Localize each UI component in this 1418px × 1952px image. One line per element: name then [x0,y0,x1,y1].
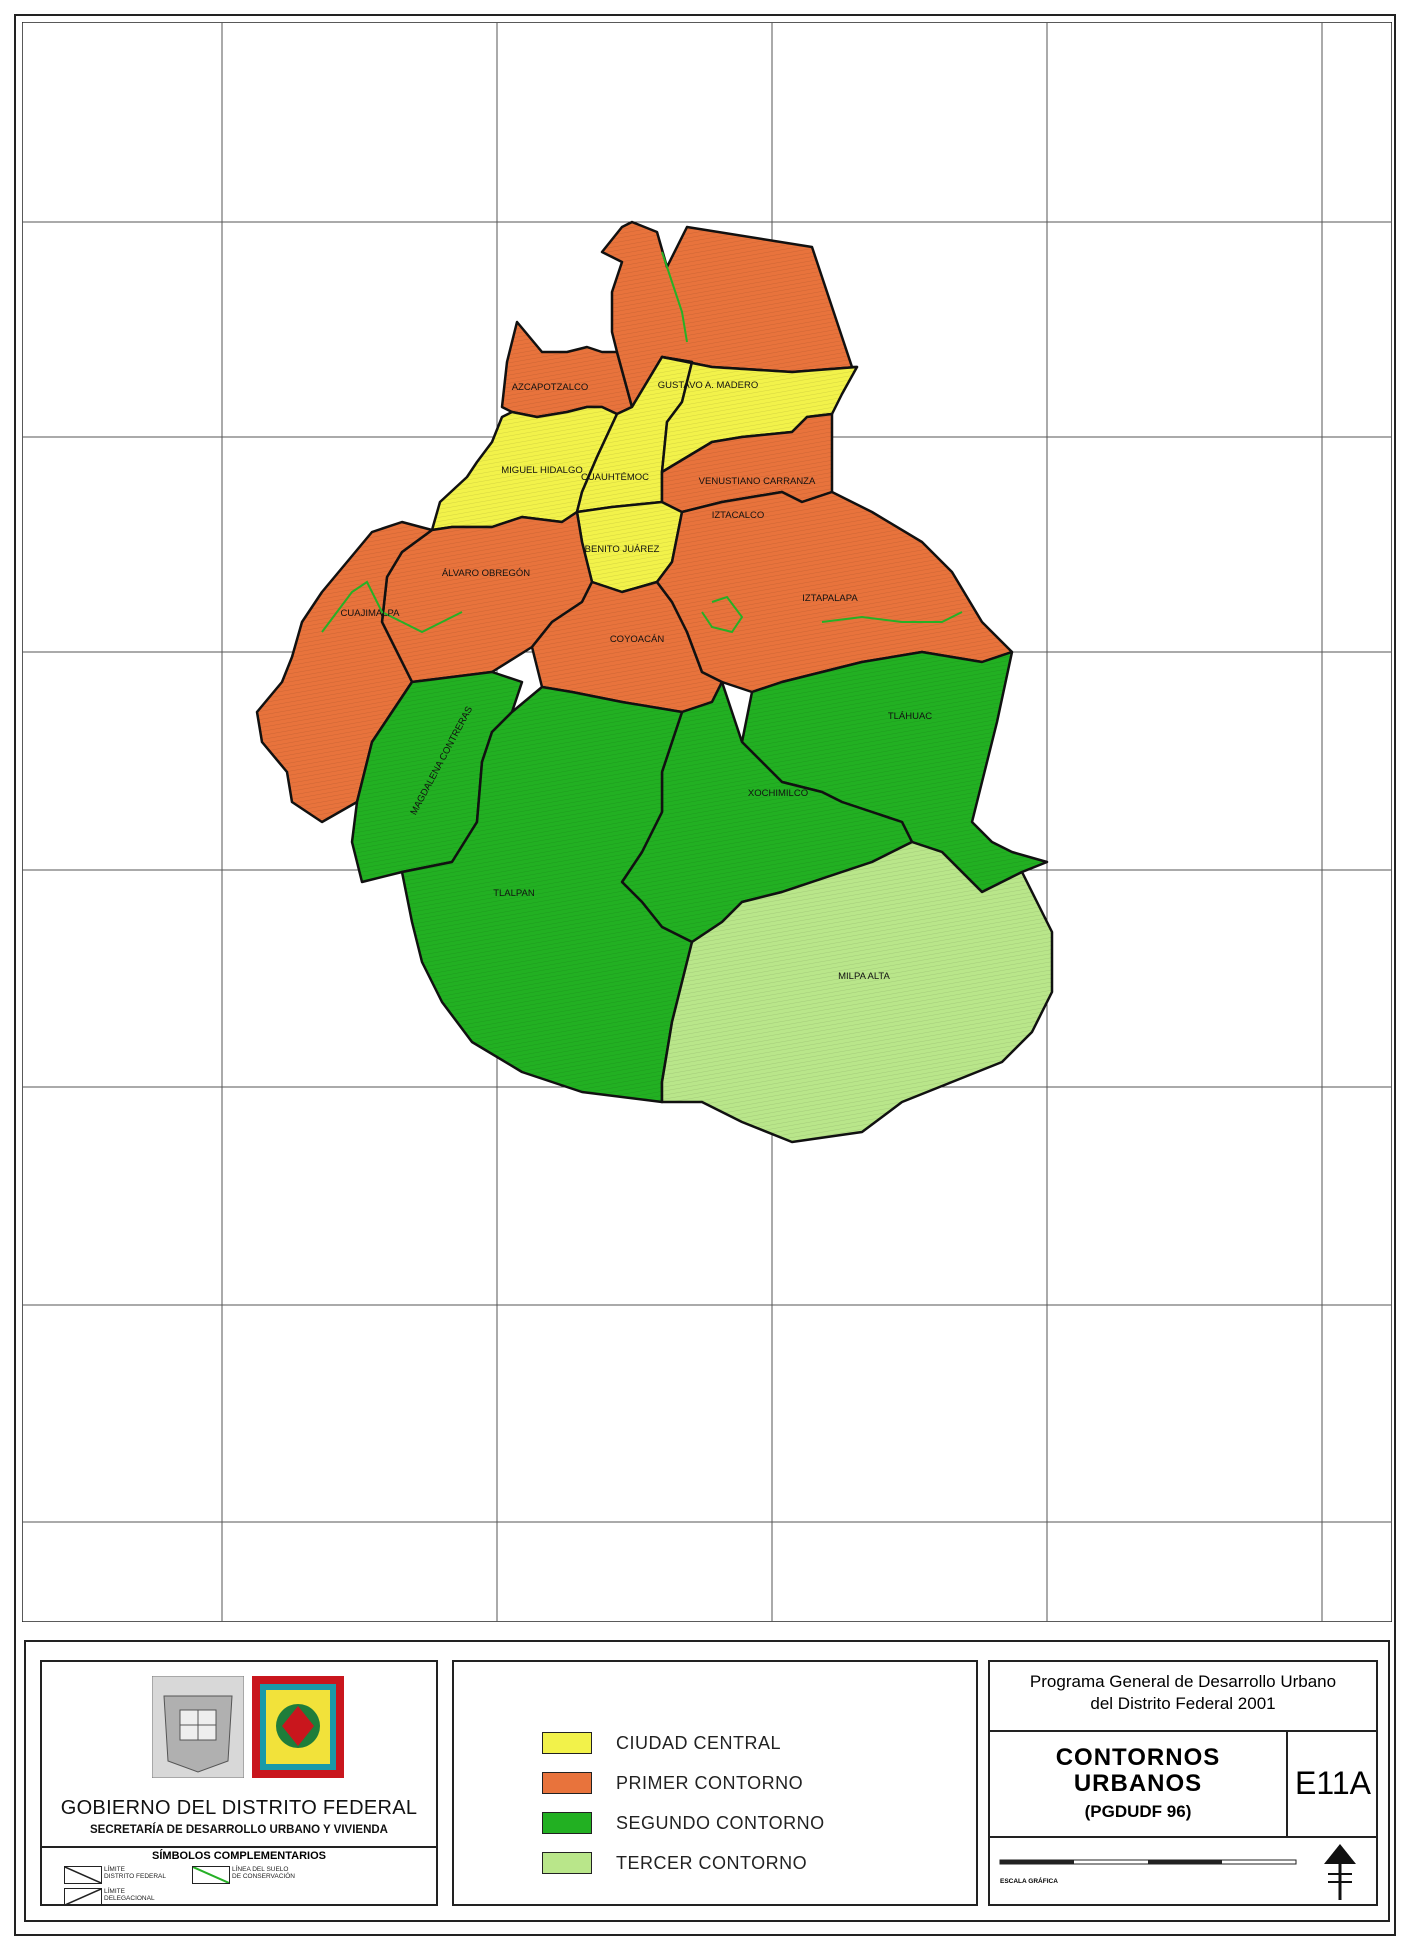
legend-item-segundo: SEGUNDO CONTORNO [542,1810,825,1836]
scale-bar [999,1859,1297,1865]
sym-df-icon [64,1866,102,1884]
label-iztacalco: IZTACALCO [712,510,765,521]
label-venustiano: VENUSTIANO CARRANZA [699,476,816,487]
symbols-box: SÍMBOLOS COMPLEMENTARIOS LÍMITE DISTRITO… [42,1846,436,1908]
hatch-tlahuac [742,652,1047,892]
map-title-box: CONTORNOS URBANOS (PGDUDF 96) [990,1730,1288,1836]
hatch-venustiano [662,357,857,472]
map-frame [14,14,1396,1936]
hatch-coyoacan [532,582,722,712]
hatch-benito [577,502,682,592]
program-header: Programa General de Desarrollo Urbano de… [990,1662,1376,1732]
map-title-line3: (PGDUDF 96) [1084,1802,1192,1821]
legend-label-central: CIUDAD CENTRAL [616,1732,782,1753]
label-cuajimalpa: CUAJIMALPA [341,608,401,619]
hatch-cuajimalpa [257,522,432,822]
program-title-line1: Programa General de Desarrollo Urbano [1029,1672,1337,1691]
conservation-line [321,251,963,634]
label-alvaro: ÁLVARO OBREGÓN [442,568,530,579]
legend-label-segundo: SEGUNDO CONTORNO [616,1812,825,1833]
sym-conservacion-icon [192,1866,230,1884]
label-tlahuac: TLÁHUAC [888,711,932,722]
hatch-milpa-alta [662,842,1052,1142]
label-milpa-alta: MILPA ALTA [838,971,890,982]
hatch-xochimilco [622,682,912,942]
eagle-emblem-logo [252,1676,344,1778]
legend-item-primer: PRIMER CONTORNO [542,1770,803,1796]
label-xochimilco: XOCHIMILCO [748,788,808,799]
scale-box: ESCALA GRÁFICA [990,1836,1376,1908]
legend-label-primer: PRIMER CONTORNO [616,1772,804,1793]
hatch-magdalena [352,672,522,882]
sym-delegacional-icon [64,1888,102,1906]
label-coyoacan: COYOACÁN [610,634,665,645]
map-title-line1: CONTORNOS [1055,1744,1221,1771]
hatch-cuauhtemoc [577,357,692,512]
legend-swatch-central [542,1732,592,1754]
symbols-title: SÍMBOLOS COMPLEMENTARIOS [152,1850,326,1862]
hatch-iztacalco [662,414,832,512]
program-panel: Programa General de Desarrollo Urbano de… [988,1660,1378,1906]
legend-label-tercer: TERCER CONTORNO [616,1852,808,1873]
label-cuauhtemoc: CUAUHTÉMOC [581,472,649,483]
label-iztapalapa: IZTAPALAPA [802,593,858,604]
legend-swatch-segundo [542,1812,592,1834]
map-hatching [257,222,1052,1142]
gov-panel: GOBIERNO DEL DISTRITO FEDERAL SECRETARÍA… [40,1660,438,1906]
label-miguel-hidalgo: MIGUEL HIDALGO [501,465,582,476]
hatch-iztapalapa [657,492,1012,692]
label-gam: GUSTAVO A. MADERO [658,380,758,391]
label-benito: BENITO JUÁREZ [585,544,660,555]
gov-title: GOBIERNO DEL DISTRITO FEDERAL [60,1797,418,1819]
label-tlalpan: TLALPAN [493,888,535,899]
legend-swatch-tercer [542,1852,592,1874]
legend-item-central: CIUDAD CENTRAL [542,1730,781,1756]
hatch-tlalpan [402,687,692,1102]
gov-subtitle: SECRETARÍA DE DESARROLLO URBANO Y VIVIEN… [90,1824,388,1836]
sym-conservacion-label: LÍNEA DEL SUELO DE CONSERVACIÓN [232,1866,295,1880]
title-block: GOBIERNO DEL DISTRITO FEDERAL SECRETARÍA… [24,1640,1390,1922]
program-title-line2: del Distrito Federal 2001 [1090,1694,1276,1713]
map-canvas: AZCAPOTZALCO GUSTAVO A. MADERO MIGUEL HIDA… [22,22,1392,1622]
sym-df-label: LÍMITE DISTRITO FEDERAL [104,1866,167,1880]
hatch-alvaro [382,512,592,682]
legend-item-tercer: TERCER CONTORNO [542,1850,807,1876]
legend-swatch-primer [542,1772,592,1794]
hatch-gam [602,222,857,407]
legend-panel: CIUDAD CENTRAL PRIMER CONTORNO SEGUNDO CON… [452,1660,978,1906]
map-title-line2: URBANOS [1073,1770,1203,1797]
north-arrow-icon [1324,1844,1356,1900]
map-code: E11A [1295,1765,1371,1801]
sym-delegacional-label: LÍMITE DELEGACIONAL [104,1888,155,1902]
label-azcapotzalco: AZCAPOTZALCO [512,382,589,393]
cdmx-seal-logo [152,1676,244,1778]
scale-label: ESCALA GRÁFICA [1000,1878,1058,1885]
hatch-azcapotzalco [502,322,632,417]
legend-list: CIUDAD CENTRAL PRIMER CONTORNO SEGUNDO CON… [542,1730,942,1874]
hatch-miguel-hidalgo [432,407,617,530]
